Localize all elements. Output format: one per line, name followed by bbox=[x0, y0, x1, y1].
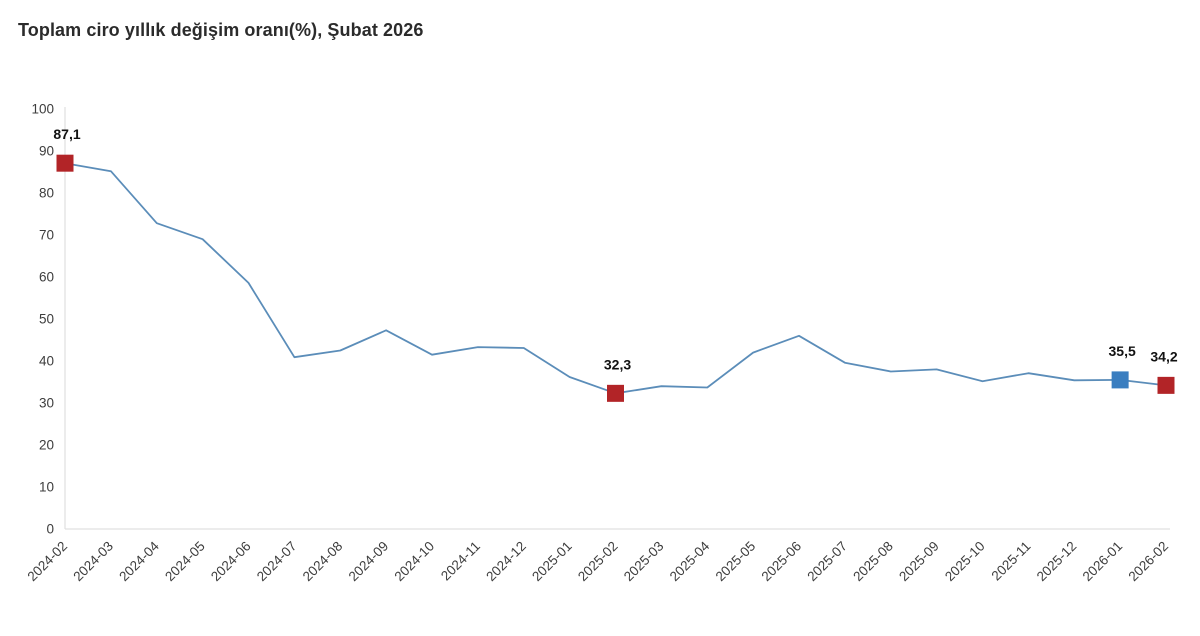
y-axis-tick-label: 20 bbox=[39, 438, 54, 453]
x-axis-tick-label: 2025-06 bbox=[758, 539, 804, 585]
marker-value-label: 32,3 bbox=[604, 356, 631, 372]
x-axis-tick-label: 2024-10 bbox=[391, 539, 437, 585]
x-axis-tick-label: 2024-09 bbox=[346, 539, 392, 585]
x-axis-tick-label: 2026-02 bbox=[1125, 539, 1171, 585]
chart-title: Toplam ciro yıllık değişim oranı(%), Şub… bbox=[18, 20, 424, 40]
x-axis-tick-label: 2025-01 bbox=[529, 539, 575, 585]
x-axis-tick-label: 2024-07 bbox=[254, 539, 300, 585]
x-axis-tick-label: 2025-02 bbox=[575, 539, 621, 585]
x-axis-tick-label: 2025-03 bbox=[621, 539, 667, 585]
x-axis-tick-label: 2024-12 bbox=[483, 539, 529, 585]
y-axis-tick-label: 30 bbox=[39, 396, 54, 411]
highlight-marker bbox=[607, 384, 624, 402]
y-axis-tick-label: 50 bbox=[39, 312, 54, 327]
y-axis-tick-label: 90 bbox=[39, 144, 54, 159]
highlight-marker bbox=[56, 154, 74, 172]
x-axis-tick-label: 2024-11 bbox=[438, 539, 483, 584]
marker-value-label: 87,1 bbox=[53, 126, 80, 142]
x-axis-tick-label: 2025-11 bbox=[989, 539, 1034, 584]
y-axis-tick-label: 60 bbox=[39, 270, 54, 285]
x-axis-tick-label: 2025-08 bbox=[850, 539, 896, 585]
x-axis-tick-label: 2024-06 bbox=[208, 539, 254, 585]
y-axis-tick-label: 70 bbox=[39, 228, 54, 243]
x-axis-tick-label: 2025-12 bbox=[1034, 539, 1080, 585]
x-axis-tick-label: 2025-05 bbox=[713, 539, 759, 585]
highlight-marker bbox=[1111, 371, 1129, 389]
y-axis-tick-label: 100 bbox=[31, 102, 54, 117]
x-axis-tick-label: 2025-04 bbox=[667, 538, 713, 584]
highlight-marker bbox=[1157, 376, 1175, 394]
x-axis-tick-label: 2025-07 bbox=[804, 539, 850, 585]
y-axis-tick-label: 10 bbox=[39, 480, 54, 495]
x-axis-tick-label: 2025-09 bbox=[896, 539, 942, 585]
y-axis-tick-label: 40 bbox=[39, 354, 54, 369]
y-axis-tick-label: 80 bbox=[39, 186, 54, 201]
x-axis-tick-label: 2024-02 bbox=[24, 539, 70, 585]
marker-value-label: 34,2 bbox=[1150, 348, 1177, 364]
x-axis-tick-label: 2024-03 bbox=[70, 539, 116, 585]
x-axis-tick-label: 2026-01 bbox=[1080, 539, 1126, 585]
x-axis-tick-label: 2024-08 bbox=[300, 539, 346, 585]
y-axis-tick-label: 0 bbox=[46, 522, 54, 537]
x-axis-tick-label: 2024-04 bbox=[116, 538, 162, 584]
x-axis-tick-label: 2025-10 bbox=[942, 539, 988, 585]
x-axis-tick-label: 2024-05 bbox=[162, 539, 208, 585]
marker-value-label: 35,5 bbox=[1109, 343, 1136, 359]
